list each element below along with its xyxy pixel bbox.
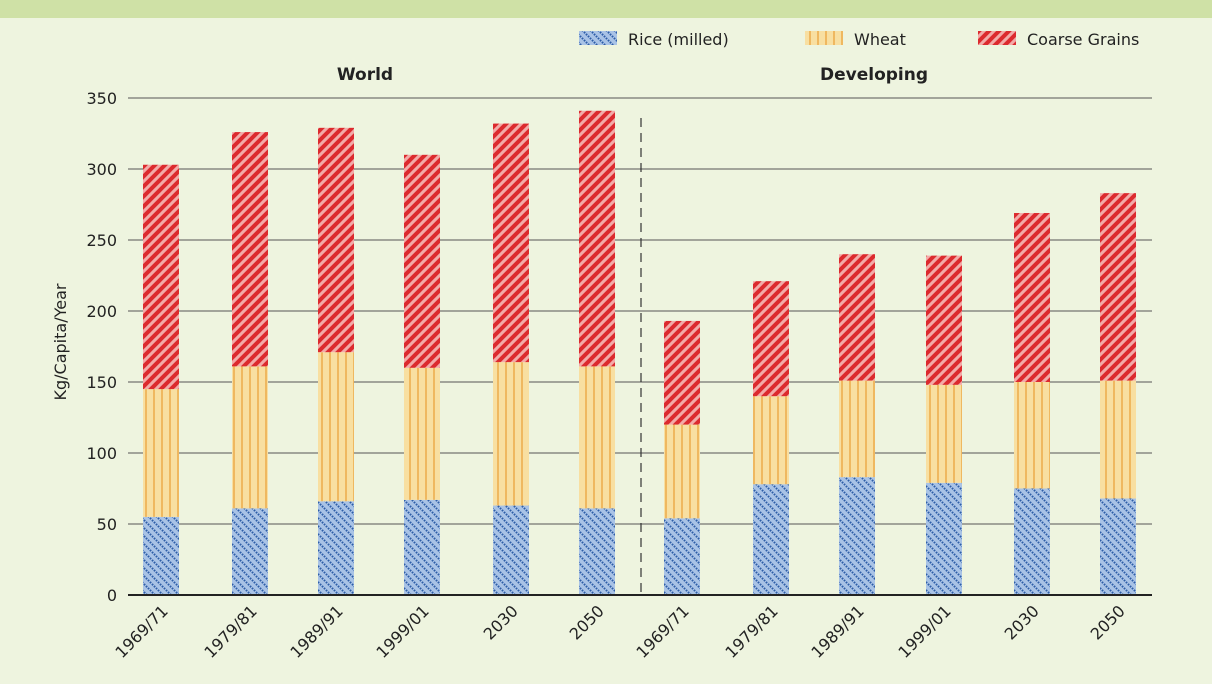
legend-swatch-rice: [579, 31, 617, 45]
y-tick-label: 50: [97, 515, 117, 534]
legend: Rice (milled) Wheat Coarse Grains: [579, 30, 1139, 49]
bar-segment-coarse: [753, 281, 789, 397]
bar-segment-rice: [664, 518, 700, 595]
bar-segment-coarse: [664, 320, 700, 425]
x-tick-label: 2030: [480, 601, 522, 643]
y-tick-label: 250: [86, 231, 117, 250]
y-tick-label: 350: [86, 89, 117, 108]
x-axis-ticks: 1969/71 1979/81 1989/91 1999/01 2030 2050 1969…: [111, 601, 1128, 661]
legend-label-rice: Rice (milled): [628, 30, 729, 49]
bar-segment-wheat: [493, 362, 529, 506]
bar-segment-rice: [753, 484, 789, 595]
bar-segment-wheat: [1014, 382, 1050, 489]
bar-segment-coarse: [1014, 213, 1050, 382]
x-tick-label: 1969/71: [632, 601, 692, 661]
bar-segment-wheat: [664, 424, 700, 519]
x-tick-label: 2050: [1087, 601, 1129, 643]
y-tick-label: 300: [86, 160, 117, 179]
panel-title-world: World: [337, 65, 393, 85]
panel-title-developing: Developing: [820, 65, 928, 85]
bar-segment-wheat: [839, 380, 875, 478]
bar-segment-rice: [579, 508, 615, 595]
x-tick-label: 1989/91: [807, 601, 867, 661]
bar-segment-wheat: [318, 352, 354, 502]
bar-segment-wheat: [232, 366, 268, 509]
bar-segment-wheat: [579, 366, 615, 509]
bar-segment-wheat: [753, 396, 789, 485]
legend-swatch-coarse: [978, 31, 1016, 45]
bar-segment-coarse: [143, 164, 179, 390]
top-accent-bar: [0, 0, 1212, 18]
legend-label-wheat: Wheat: [854, 30, 906, 49]
grid-lines: [128, 97, 1152, 525]
bar-segment-rice: [318, 501, 354, 595]
legend-swatch-wheat: [805, 31, 843, 45]
x-tick-label: 1989/91: [286, 601, 346, 661]
y-axis-ticks: 0 50 100 150 200 250 300 350: [86, 89, 117, 605]
bar-segment-rice: [926, 482, 962, 595]
x-tick-label: 1979/81: [200, 601, 260, 661]
bar-segment-coarse: [926, 255, 962, 385]
bar-segment-wheat: [926, 384, 962, 483]
bar-segment-coarse: [232, 132, 268, 367]
bar-segment-coarse: [839, 254, 875, 381]
bar-segment-rice: [143, 516, 179, 595]
bar-segment-wheat: [143, 389, 179, 517]
bar-segment-coarse: [579, 110, 615, 367]
bar-segment-rice: [232, 508, 268, 595]
y-tick-label: 0: [107, 586, 117, 605]
bar-segment-rice: [839, 477, 875, 595]
x-tick-label: 1999/01: [894, 601, 954, 661]
bar-segment-rice: [404, 499, 440, 595]
bar-segment-wheat: [1100, 380, 1136, 499]
x-tick-label: 1979/81: [721, 601, 781, 661]
y-tick-label: 100: [86, 444, 117, 463]
x-tick-label: 1999/01: [372, 601, 432, 661]
legend-label-coarse: Coarse Grains: [1027, 30, 1139, 49]
x-tick-label: 2030: [1001, 601, 1043, 643]
x-tick-label: 2050: [566, 601, 608, 643]
y-tick-label: 150: [86, 373, 117, 392]
bar-segment-coarse: [493, 123, 529, 363]
y-tick-label: 200: [86, 302, 117, 321]
bar-segment-coarse: [318, 127, 354, 353]
bar-segment-coarse: [404, 154, 440, 368]
bar-segment-rice: [1100, 498, 1136, 595]
bar-segment-rice: [1014, 488, 1050, 595]
bar-segment-wheat: [404, 367, 440, 500]
bar-segment-rice: [493, 505, 529, 595]
bar-segment-coarse: [1100, 193, 1136, 381]
y-axis-label: Kg/Capita/Year: [51, 283, 70, 400]
x-tick-label: 1969/71: [111, 601, 171, 661]
bars: [143, 110, 1136, 595]
